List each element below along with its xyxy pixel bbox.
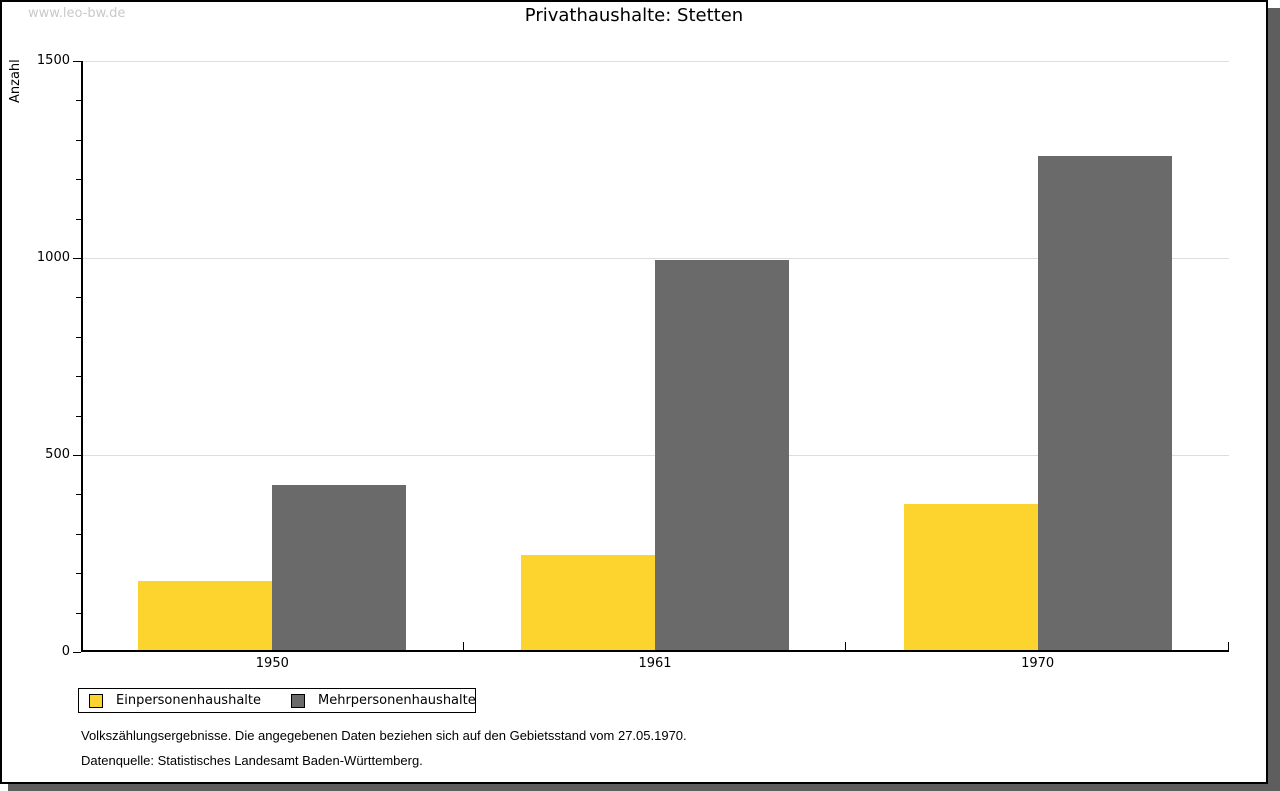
y-tick-minor	[76, 297, 81, 299]
gridline	[81, 61, 1229, 62]
y-tick-minor	[76, 573, 81, 575]
bar-einpersonenhaushalte	[521, 555, 655, 650]
y-axis-line	[81, 61, 83, 652]
y-tick-major	[73, 258, 81, 259]
x-tick	[1228, 642, 1229, 650]
y-tick-label: 1000	[36, 250, 70, 265]
x-tick	[462, 642, 464, 650]
legend-box: Einpersonenhaushalte Mehrpersonenhaushalt…	[78, 688, 476, 713]
x-tick	[845, 642, 847, 650]
legend-item: Einpersonenhaushalte	[89, 693, 261, 708]
bar-einpersonenhaushalte	[138, 581, 273, 650]
y-tick-major	[73, 652, 81, 653]
y-tick-label: 0	[61, 644, 70, 659]
y-tick-minor	[76, 533, 81, 535]
legend-item: Mehrpersonenhaushalte	[291, 693, 476, 708]
footer-source: Datenquelle: Statistisches Landesamt Bad…	[81, 753, 423, 768]
legend-label: Mehrpersonenhaushalte	[318, 693, 476, 708]
y-tick-label: 1500	[36, 53, 70, 68]
frame-shadow-right	[1268, 8, 1280, 791]
y-tick-minor	[76, 494, 81, 496]
chart-title: Privathaushalte: Stetten	[524, 5, 744, 26]
y-tick-minor	[76, 612, 81, 614]
y-tick-major	[73, 61, 81, 62]
y-tick-minor	[76, 139, 81, 141]
y-tick-minor	[76, 336, 81, 338]
y-tick-minor	[76, 218, 81, 220]
x-category-label: 1970	[1021, 656, 1055, 671]
bar-mehrpersonenhaushalte	[655, 259, 789, 650]
bar-einpersonenhaushalte	[903, 504, 1038, 650]
x-category-label: 1961	[638, 656, 672, 671]
legend-label: Einpersonenhaushalte	[116, 693, 261, 708]
y-tick-minor	[76, 179, 81, 181]
plot-area: 0 500 1000 1500 1950 1961 1970	[37, 53, 1229, 671]
watermark-text: www.leo-bw.de	[28, 6, 126, 21]
legend-swatch-icon	[291, 693, 305, 708]
y-tick-minor	[76, 376, 81, 378]
bar-mehrpersonenhaushalte	[272, 484, 407, 650]
x-axis-line	[81, 650, 1229, 652]
gridline	[81, 258, 1229, 259]
y-tick-minor	[76, 100, 81, 102]
bar-mehrpersonenhaushalte	[1037, 155, 1172, 650]
footer-note: Volkszählungsergebnisse. Die angegebenen…	[81, 728, 687, 743]
y-tick-label: 500	[45, 447, 70, 462]
legend-swatch-icon	[89, 693, 103, 708]
y-tick-minor	[76, 415, 81, 417]
frame-shadow-bottom	[8, 784, 1268, 791]
y-axis-title: Anzahl	[8, 59, 23, 103]
y-tick-major	[73, 455, 81, 456]
x-category-label: 1950	[255, 656, 289, 671]
